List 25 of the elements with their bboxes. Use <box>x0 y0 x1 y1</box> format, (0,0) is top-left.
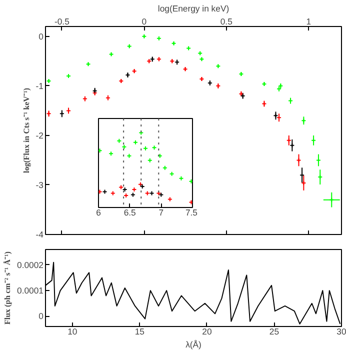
y-tick-label: 0.0002 <box>17 260 44 270</box>
x-tick-label: 25 <box>269 326 280 336</box>
y-tick-label: -2 <box>36 130 44 140</box>
x-tick-label: -0.5 <box>54 16 70 26</box>
x-axis-title: log(Energy in keV) <box>158 4 230 14</box>
y-tick-label: -4 <box>36 230 44 240</box>
y-tick-label: 0.0001 <box>17 286 44 296</box>
x-tick-label: 6.5 <box>124 208 136 218</box>
x-tick-label: 0 <box>142 16 147 26</box>
y-tick-label: -3 <box>36 180 44 190</box>
x-tick-label: 30 <box>336 326 346 336</box>
x-tick-label: 7 <box>158 208 164 218</box>
x-tick-label: 15 <box>134 326 145 336</box>
x-tick-label: 7.5 <box>185 208 198 218</box>
y-tick-label: 0 <box>38 31 44 42</box>
x-tick-label: 0.5 <box>220 16 233 26</box>
x-tick-label: 20 <box>202 326 212 336</box>
x-tick-label: 1 <box>306 16 312 26</box>
y-axis-title: Flux (ph cm⁻² s⁻¹ Å⁻¹) <box>3 251 12 325</box>
x-tick-label: 10 <box>68 326 78 336</box>
x-tick-label: 6 <box>96 208 102 218</box>
y-tick-label: 0 <box>38 311 44 322</box>
x-axis-title: λ(Å) <box>186 340 202 350</box>
y-axis-title: log(Flux in Cts s⁻¹ keV⁻¹) <box>22 88 31 174</box>
y-tick-label: -1 <box>36 80 44 91</box>
